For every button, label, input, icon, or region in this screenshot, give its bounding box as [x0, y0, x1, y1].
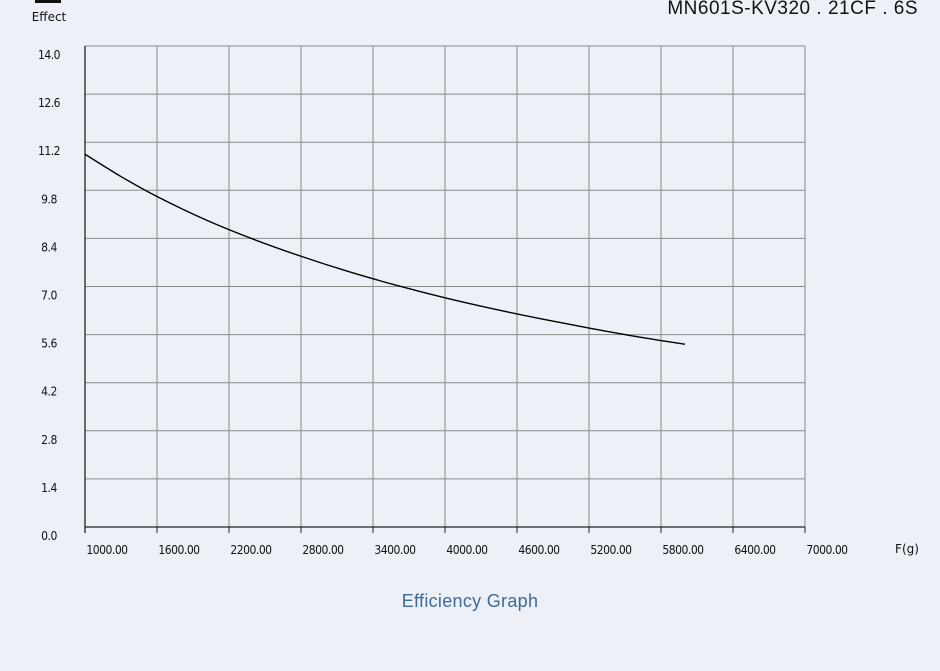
x-tick-label: 6400.00	[734, 543, 776, 557]
y-tick-label: 14.0	[38, 48, 61, 62]
y-tick-label: 4.2	[41, 385, 57, 399]
x-tick-label: 1600.00	[158, 543, 200, 557]
y-tick-label: 9.8	[41, 192, 57, 206]
titles: Effect F(g) MN601S-KV320 . 21CF . 6S	[32, 0, 919, 556]
chart-title: MN601S-KV320 . 21CF . 6S	[667, 0, 918, 19]
y-tick-label: 5.6	[41, 337, 57, 351]
y-axis-marker	[35, 0, 61, 3]
x-axis-label: F(g)	[895, 542, 919, 556]
series-line	[84, 153, 686, 345]
y-tick-labels: 0.0 1.4 2.8 4.2 5.6 7.0 8.4 9.8 11.2 12.6 14.0	[38, 48, 61, 543]
x-tick-label: 3400.00	[374, 543, 416, 557]
x-tick-label: 5200.00	[590, 543, 632, 557]
x-tick-label: 2200.00	[230, 543, 272, 557]
y-tick-label: 11.2	[38, 144, 60, 158]
x-tick-label: 5800.00	[662, 543, 704, 557]
series	[84, 153, 686, 345]
y-axis-label: Effect	[32, 10, 67, 24]
x-tick-label: 2800.00	[302, 543, 344, 557]
y-tick-label: 7.0	[41, 289, 57, 303]
x-tick-label: 4000.00	[446, 543, 488, 557]
x-tick-label: 7000.00	[806, 543, 848, 557]
y-tick-label: 0.0	[41, 529, 57, 543]
x-tick-label: 1000.00	[86, 543, 128, 557]
x-tick-labels: 1000.00 1600.00 2200.00 2800.00 3400.00 4000.…	[86, 543, 848, 557]
y-tick-label: 1.4	[41, 481, 57, 495]
y-tick-label: 2.8	[41, 433, 57, 447]
grid	[84, 45, 806, 528]
axes	[84, 46, 806, 533]
y-tick-label: 8.4	[41, 240, 57, 254]
chart-caption: Efficiency Graph	[401, 591, 539, 611]
x-tick-label: 4600.00	[518, 543, 560, 557]
y-tick-label: 12.6	[38, 96, 61, 110]
